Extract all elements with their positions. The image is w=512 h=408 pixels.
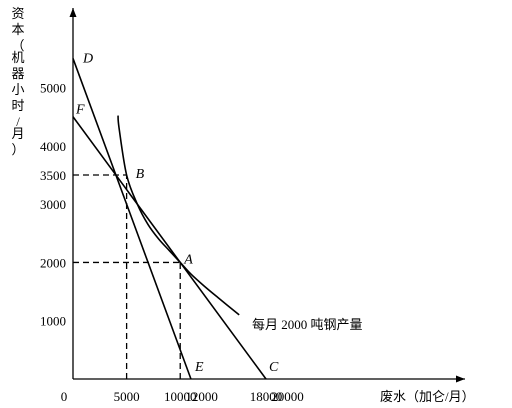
y-tick-4000: 4000	[40, 139, 66, 154]
axes	[69, 8, 465, 383]
y-tick-5000: 5000	[40, 81, 66, 96]
point-labels: A B D E F C	[75, 51, 279, 375]
y-axis-title-char-7: /	[16, 114, 20, 129]
isoquant-label: 每月 2000 吨钢产量	[252, 317, 363, 332]
y-tick-3000: 3000	[40, 197, 66, 212]
y-axis-title-char-4: 器	[11, 66, 24, 81]
x-tick-12000: 12000	[185, 389, 218, 404]
y-axis-title-char-3: 机	[11, 50, 24, 65]
point-label-E: E	[194, 360, 204, 375]
y-axis-title-char-1: 本	[11, 22, 24, 37]
point-label-D: D	[82, 51, 93, 66]
x-tick-18000: 18000	[250, 389, 283, 404]
y-axis-title-char-0: 资	[11, 6, 24, 21]
x-axis-title: 废水（加仑/月）	[380, 389, 475, 404]
line-FC	[72, 116, 267, 380]
y-axis-title-char-2: （	[11, 38, 24, 53]
isoquant-curve	[117, 115, 240, 316]
line-DE	[72, 58, 192, 380]
budget-lines	[72, 58, 267, 380]
point-label-B: B	[136, 167, 145, 182]
y-axis-arrow	[69, 8, 77, 17]
y-axis-title-char-6: 时	[11, 98, 24, 113]
x-tick-0: 0	[61, 389, 68, 404]
y-axis-title-char-5: 小	[11, 82, 24, 97]
isoquant	[117, 115, 240, 316]
y-tick-2000: 2000	[40, 255, 66, 270]
y-tick-1000: 1000	[40, 314, 66, 329]
x-tick-20000: 20000	[271, 389, 304, 404]
x-tick-5000: 5000	[114, 389, 140, 404]
y-axis-title-char-9: ）	[11, 142, 24, 157]
point-label-F: F	[75, 103, 85, 118]
point-label-C: C	[269, 360, 279, 375]
x-axis-arrow	[456, 375, 465, 383]
y-tick-3500: 3500	[40, 168, 66, 183]
reference-lines	[73, 174, 181, 379]
point-label-A: A	[183, 252, 193, 267]
y-axis-title-char-8: 月	[11, 126, 24, 141]
x-tick-10000: 10000	[164, 389, 197, 404]
